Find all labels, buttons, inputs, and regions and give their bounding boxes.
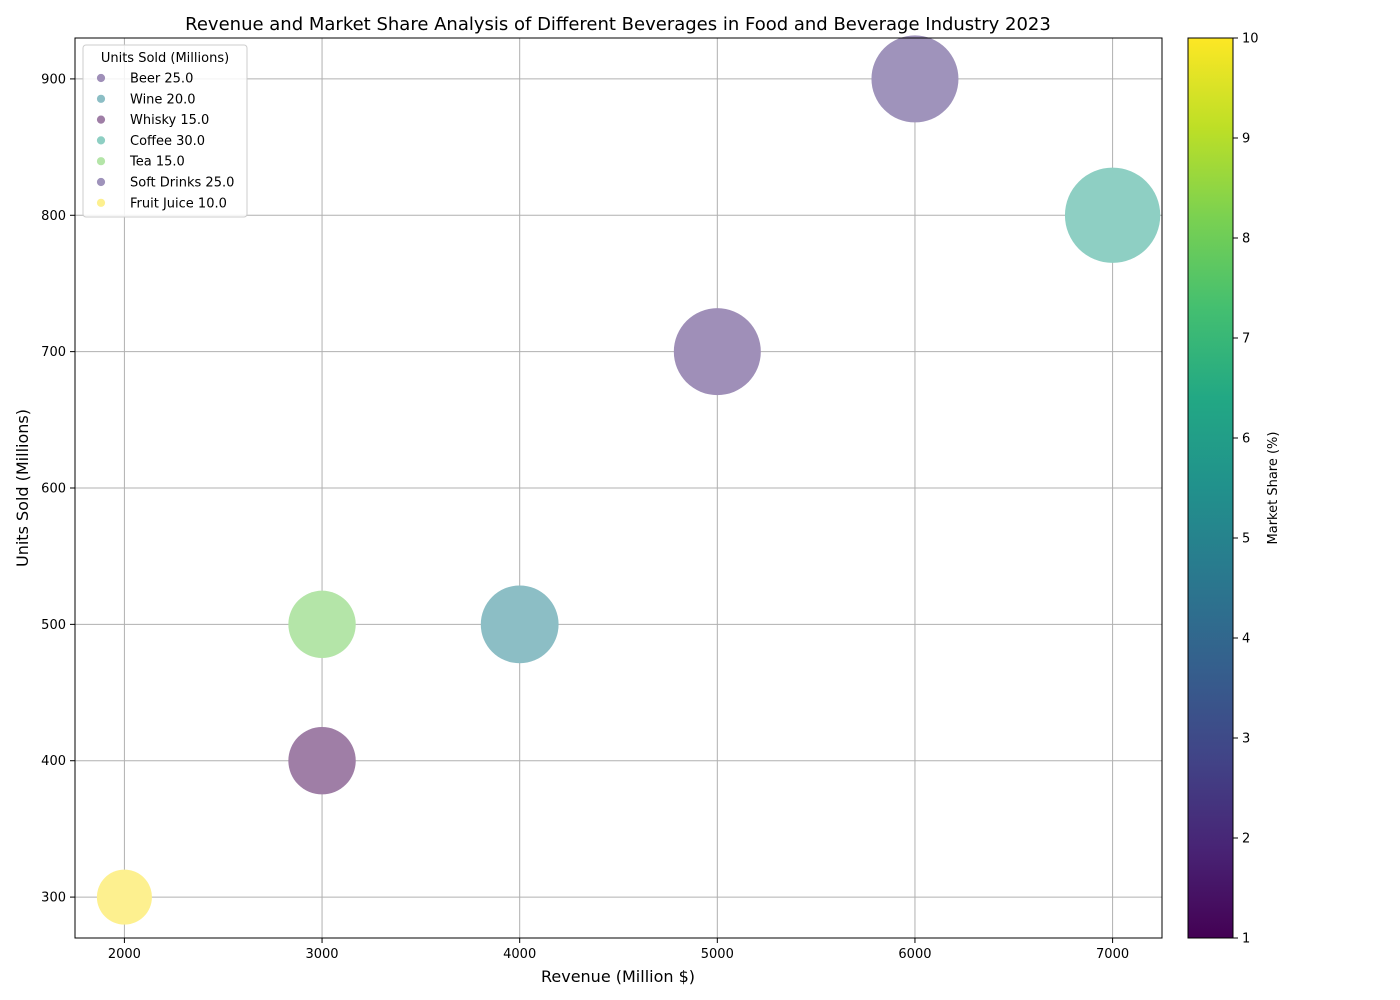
x-axis-label: Revenue (Million $) <box>541 967 695 986</box>
legend-marker <box>96 115 106 124</box>
bubble-fruit-juice <box>96 869 152 925</box>
y-tick-label: 600 <box>41 482 66 497</box>
x-axis-ticks: 2000 3000 4000 5000 6000 7000 <box>108 938 1129 962</box>
x-tick-label: 7000 <box>1096 947 1129 962</box>
y-tick-label: 900 <box>41 72 66 87</box>
x-tick-label: 6000 <box>898 947 931 962</box>
legend-items: Beer 25.0 Wine 20.0 Whisky 15.0 Coffee 30.0… <box>96 72 234 211</box>
legend-marker <box>96 177 106 187</box>
legend-marker <box>96 136 106 145</box>
legend-label: Beer 25.0 <box>130 72 193 87</box>
bubble-layer <box>96 35 1161 925</box>
legend-marker <box>96 198 106 207</box>
bubble-coffee <box>1064 167 1161 263</box>
colorbar-tick-label: 2 <box>1242 832 1250 847</box>
colorbar-tick-label: 1 <box>1242 932 1250 947</box>
x-tick-label: 3000 <box>305 947 338 962</box>
legend-box <box>82 44 248 218</box>
colorbar-tick-label: 9 <box>1242 132 1250 147</box>
legend-label: Soft Drinks 25.0 <box>130 176 234 191</box>
y-axis-label: Units Sold (Millions) <box>13 409 32 567</box>
colorbar-tick-label: 6 <box>1242 432 1250 447</box>
y-tick-label: 700 <box>41 345 66 360</box>
bubble-beer <box>673 308 761 396</box>
colorbar-tick-label: 8 <box>1242 232 1250 247</box>
y-tick-label: 400 <box>41 754 66 769</box>
legend-label: Whisky 15.0 <box>130 113 209 128</box>
legend-title: Units Sold (Millions) <box>101 51 229 66</box>
legend-marker <box>96 94 106 103</box>
y-tick-label: 500 <box>41 618 66 633</box>
bubble-tea <box>288 590 356 659</box>
legend-marker <box>96 157 106 166</box>
colorbar: 1 2 3 4 5 6 7 8 9 10 Market Share (%) <box>1187 32 1281 947</box>
colorbar-gradient <box>1187 37 1234 939</box>
colorbar-tick-label: 10 <box>1242 32 1259 47</box>
colorbar-tick-label: 4 <box>1242 632 1250 647</box>
x-tick-label: 2000 <box>108 947 141 962</box>
x-tick-label: 5000 <box>701 947 734 962</box>
colorbar-tick-label: 5 <box>1242 532 1250 547</box>
chart-title: Revenue and Market Share Analysis of Dif… <box>185 14 1051 35</box>
legend-label: Tea 15.0 <box>129 155 185 170</box>
y-tick-label: 300 <box>41 891 66 906</box>
legend-label: Wine 20.0 <box>130 92 196 107</box>
colorbar-label: Market Share (%) <box>1266 432 1281 545</box>
legend-label: Fruit Juice 10.0 <box>130 196 227 211</box>
legend: Units Sold (Millions) Beer 25.0 Wine 20.0… <box>82 44 248 218</box>
colorbar-tick-label: 7 <box>1242 332 1250 347</box>
bubble-wine <box>480 585 559 664</box>
legend-marker <box>96 73 106 83</box>
colorbar-ticks: 1 2 3 4 5 6 7 8 9 10 <box>1233 32 1259 947</box>
bubble-whisky <box>288 727 356 795</box>
legend-label: Coffee 30.0 <box>130 134 205 149</box>
y-axis-ticks: 300 400 500 600 700 800 900 <box>41 72 75 906</box>
bubble-soft-drinks <box>871 35 959 123</box>
colorbar-tick-label: 3 <box>1242 732 1250 747</box>
x-tick-label: 4000 <box>503 947 536 962</box>
y-tick-label: 800 <box>41 209 66 224</box>
